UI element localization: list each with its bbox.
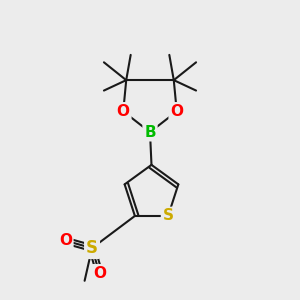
Text: O: O [93, 266, 106, 281]
Text: O: O [117, 104, 130, 119]
Text: O: O [59, 233, 72, 248]
Text: S: S [163, 208, 174, 224]
Text: B: B [144, 125, 156, 140]
Text: O: O [170, 104, 183, 119]
Text: S: S [86, 239, 98, 257]
